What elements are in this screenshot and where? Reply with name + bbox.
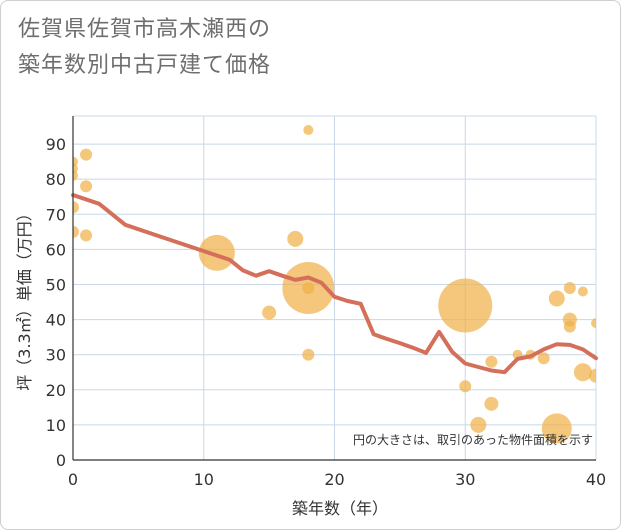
y-tick-label: 60: [46, 240, 66, 259]
y-tick-label: 50: [46, 275, 66, 294]
x-tick-label: 0: [68, 470, 78, 489]
scatter-point: [73, 170, 78, 181]
scatter-points: [73, 125, 596, 444]
scatter-point: [573, 363, 592, 382]
scatter-point: [80, 229, 93, 242]
scatter-point: [541, 413, 572, 444]
y-tick-label: 70: [46, 205, 66, 224]
scatter-point: [589, 368, 596, 383]
scatter-point: [80, 180, 93, 193]
scatter-point: [548, 290, 565, 307]
scatter-point: [438, 278, 493, 333]
y-tick-label: 0: [56, 451, 66, 470]
scatter-point: [563, 282, 576, 294]
scatter-point: [302, 348, 315, 361]
y-tick-label: 10: [46, 416, 66, 435]
title-line-2: 築年数別中古戸建て価格: [18, 53, 272, 78]
x-tick-label: 20: [324, 470, 344, 489]
axes: 0 10 20 30 40 0 10 20 30 40 50 60 70 80 90: [46, 116, 606, 489]
size-note: 円の大きさは、取引のあった物件面積を示す: [353, 432, 593, 447]
scatter-point: [302, 282, 315, 294]
x-tick-label: 40: [586, 470, 606, 489]
scatter-point: [198, 234, 235, 271]
grid-lines: [73, 115, 597, 460]
chart-title: 佐賀県佐賀市高木瀬西の 築年数別中古戸建て価格: [18, 12, 271, 84]
title-line-1: 佐賀県佐賀市高木瀬西の: [18, 17, 272, 42]
x-tick-label: 30: [455, 470, 475, 489]
scatter-point: [303, 125, 314, 136]
scatter-point: [563, 320, 576, 333]
scatter-point: [484, 396, 499, 411]
trend-line-group: [71, 193, 598, 375]
scatter-point: [287, 230, 304, 247]
x-axis-label: 築年数（年）: [292, 499, 388, 518]
scatter-point: [591, 318, 596, 329]
scatter-point: [73, 201, 79, 214]
x-tick-label: 10: [194, 470, 214, 489]
scatter-point: [80, 148, 93, 161]
scatter-point: [577, 286, 588, 297]
scatter-point: [485, 355, 498, 368]
scatter-point: [262, 305, 277, 320]
trend-line: [71, 193, 598, 375]
scatter-point: [73, 225, 79, 238]
scatter-point: [459, 380, 472, 393]
scatter-point: [537, 352, 550, 365]
y-tick-label: 30: [46, 346, 66, 365]
y-tick-label: 80: [46, 170, 66, 189]
y-tick-label: 40: [46, 311, 66, 330]
y-tick-label: 90: [46, 135, 66, 154]
scatter-point: [470, 416, 487, 433]
y-axis-label: 坪（3.3㎡）単価（万円）: [15, 205, 34, 390]
y-tick-label: 20: [46, 381, 66, 400]
